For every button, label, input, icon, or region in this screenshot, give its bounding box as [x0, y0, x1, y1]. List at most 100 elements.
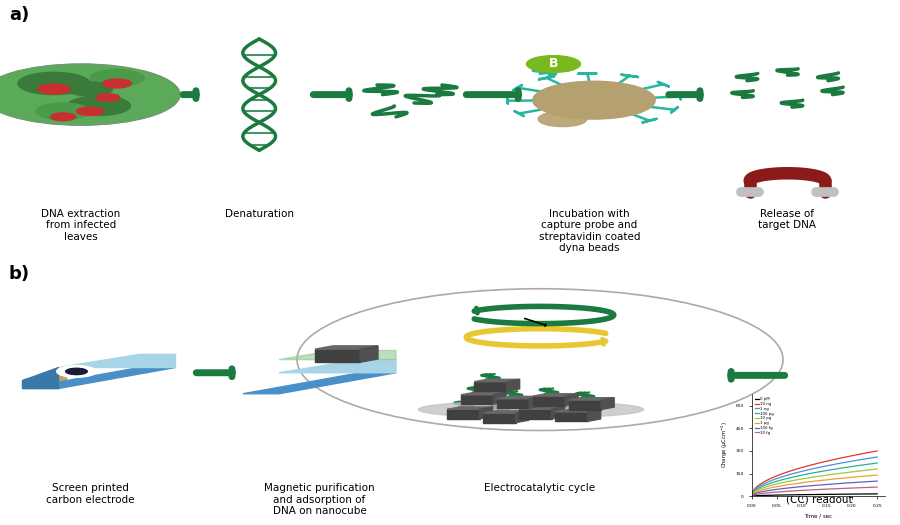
Polygon shape — [315, 346, 378, 349]
1 ng — [775, 474, 786, 480]
10 ng — [872, 448, 883, 454]
Polygon shape — [315, 349, 360, 362]
1 pg — [770, 484, 781, 490]
1 pg — [811, 478, 822, 484]
Line: 10 pg: 10 pg — [752, 469, 878, 496]
Ellipse shape — [418, 401, 644, 418]
Circle shape — [526, 56, 580, 72]
100 pg — [775, 477, 786, 484]
Polygon shape — [58, 354, 176, 367]
Polygon shape — [516, 411, 528, 423]
1 ng — [872, 454, 883, 460]
Polygon shape — [360, 346, 378, 362]
100 pg — [821, 467, 832, 474]
1 pg — [746, 493, 757, 499]
100 pg — [872, 460, 883, 466]
100 pg — [746, 493, 757, 499]
Polygon shape — [533, 396, 565, 405]
Text: B: B — [549, 58, 558, 70]
100 fg — [811, 482, 822, 488]
Polygon shape — [588, 410, 600, 421]
10 pg — [775, 480, 786, 486]
Line: 1 ng: 1 ng — [752, 457, 878, 496]
1 pg — [821, 477, 832, 483]
Polygon shape — [565, 394, 578, 405]
100 pg — [770, 478, 781, 485]
Circle shape — [0, 64, 180, 125]
Y-axis label: Charge ($\mu$Ccm$^{-2}$): Charge ($\mu$Ccm$^{-2}$) — [720, 422, 730, 468]
Polygon shape — [555, 410, 600, 412]
10 ng — [770, 473, 781, 479]
1 pg — [861, 473, 872, 479]
Polygon shape — [483, 411, 528, 413]
10 fg — [872, 484, 883, 490]
Polygon shape — [474, 382, 507, 391]
10 fg — [775, 489, 786, 495]
Polygon shape — [529, 396, 542, 408]
1 ng — [770, 476, 781, 482]
100 fg — [872, 478, 883, 484]
0 pM — [775, 492, 786, 498]
10 fg — [861, 485, 872, 491]
Polygon shape — [533, 394, 578, 396]
Circle shape — [90, 69, 144, 86]
X-axis label: Time / sec: Time / sec — [804, 513, 833, 518]
Polygon shape — [555, 412, 588, 421]
Circle shape — [297, 289, 783, 430]
10 fg — [746, 493, 757, 499]
Polygon shape — [507, 379, 519, 391]
Polygon shape — [552, 407, 564, 419]
Circle shape — [57, 365, 96, 377]
Text: b): b) — [9, 265, 30, 283]
1 ng — [746, 493, 757, 499]
100 fg — [866, 478, 877, 485]
Polygon shape — [497, 399, 529, 408]
0 pM — [746, 493, 757, 499]
Polygon shape — [279, 360, 396, 373]
Polygon shape — [243, 373, 396, 394]
10 fg — [821, 486, 832, 492]
Text: Incubation with
capture probe and
streptavidin coated
dyna beads: Incubation with capture probe and strept… — [539, 208, 640, 254]
100 fg — [770, 486, 781, 492]
1 ng — [861, 456, 872, 462]
Text: DNA extraction
from infected
leaves: DNA extraction from infected leaves — [41, 208, 121, 242]
10 fg — [770, 489, 781, 495]
Circle shape — [18, 72, 90, 94]
10 ng — [746, 493, 757, 499]
Legend: 0 pM, 10 ng, 1 ng, 100 pg, 10 pg, 1 pg, 100 fg, 10 fg: 0 pM, 10 ng, 1 ng, 100 pg, 10 pg, 1 pg, … — [753, 396, 776, 436]
10 pg — [872, 466, 883, 472]
Text: Screen printed
carbon electrode: Screen printed carbon electrode — [46, 483, 134, 505]
0 pM — [872, 491, 883, 497]
10 ng — [821, 458, 832, 465]
100 fg — [821, 481, 832, 488]
Circle shape — [68, 82, 112, 96]
Polygon shape — [461, 393, 506, 395]
Circle shape — [76, 107, 104, 116]
1 ng — [866, 455, 877, 461]
100 fg — [861, 479, 872, 485]
Line: 10 fg: 10 fg — [752, 487, 878, 496]
Line: 100 pg: 100 pg — [752, 463, 878, 496]
0 pM — [866, 491, 877, 497]
Text: Electrocatalytic cycle: Electrocatalytic cycle — [484, 483, 596, 493]
Circle shape — [68, 96, 130, 116]
100 pg — [811, 469, 822, 476]
Polygon shape — [483, 413, 516, 423]
Circle shape — [538, 112, 587, 127]
Text: Magnetic purification
and adsorption of
DNA on nanocube: Magnetic purification and adsorption of … — [265, 483, 374, 516]
1 pg — [872, 472, 883, 478]
10 ng — [866, 449, 877, 455]
100 fg — [746, 493, 757, 499]
100 pg — [866, 461, 877, 467]
Polygon shape — [480, 407, 492, 419]
Line: 100 fg: 100 fg — [752, 481, 878, 496]
Polygon shape — [519, 410, 552, 419]
Polygon shape — [447, 407, 492, 410]
Circle shape — [66, 369, 87, 375]
Line: 10 ng: 10 ng — [752, 451, 878, 496]
Polygon shape — [447, 410, 480, 419]
Text: a): a) — [9, 6, 29, 24]
1 ng — [811, 465, 822, 471]
0 pM — [861, 491, 872, 497]
10 ng — [811, 460, 822, 467]
